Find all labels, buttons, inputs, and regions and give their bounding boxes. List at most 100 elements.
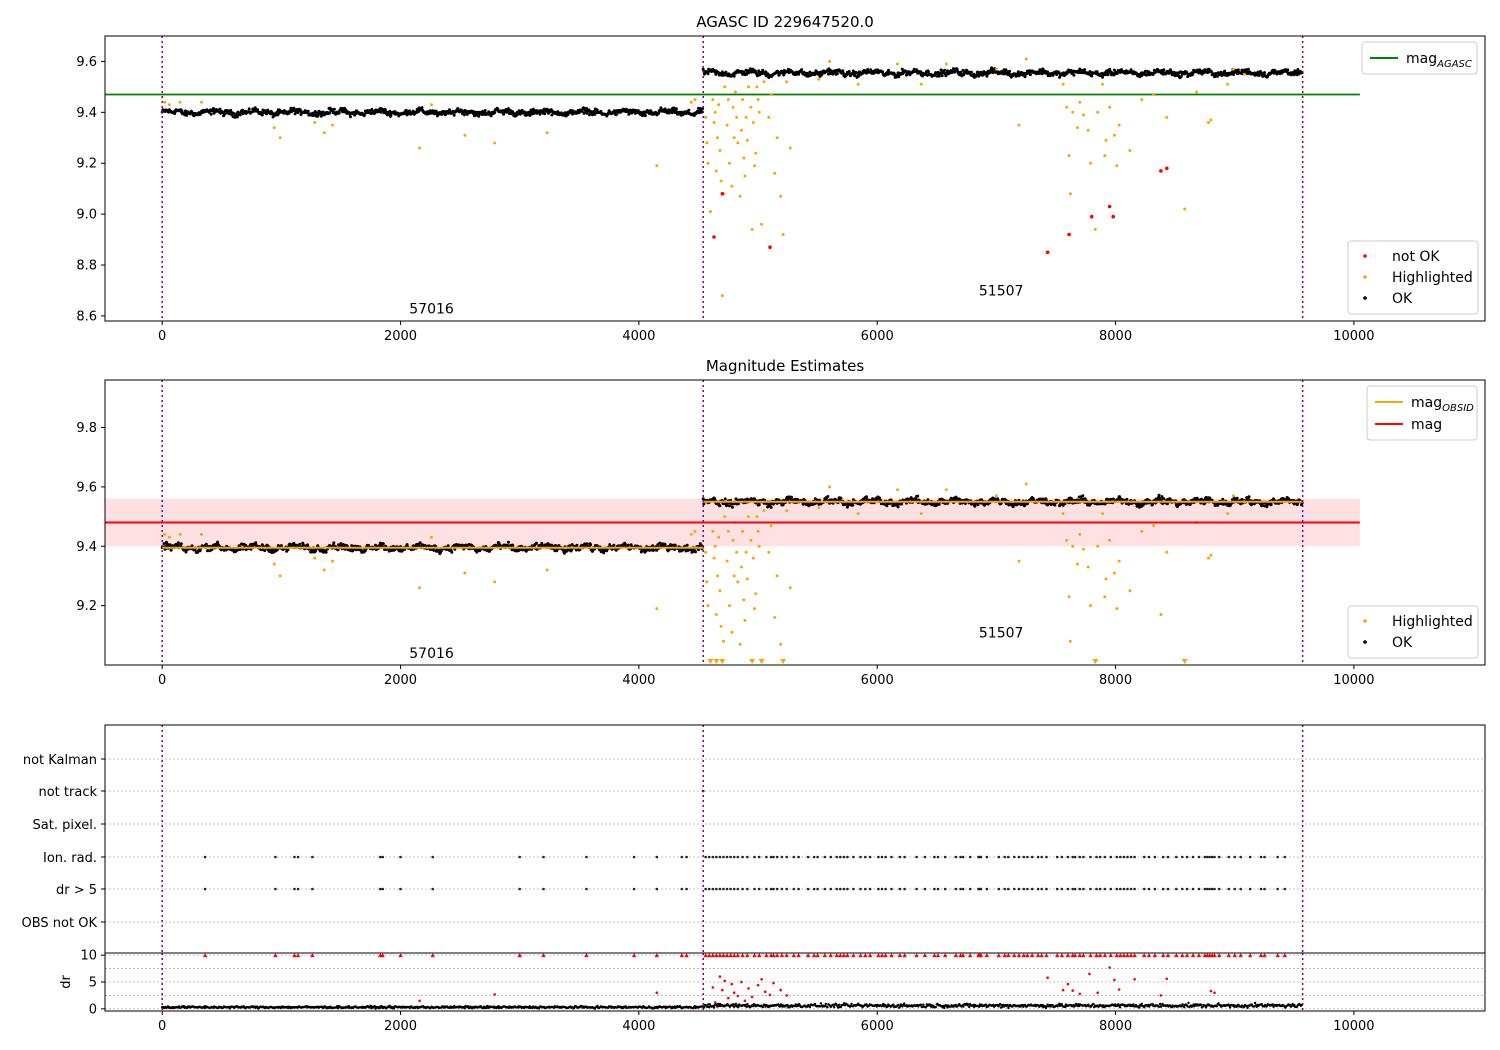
not-ok-points (712, 166, 1169, 255)
flag-point (1208, 887, 1211, 891)
ok-point (543, 112, 547, 116)
flag-point (1191, 855, 1195, 859)
ok-point (1090, 74, 1094, 78)
flag-point (203, 887, 207, 891)
highlighted-point (785, 509, 789, 513)
ok-point (919, 70, 923, 74)
highlighted-point (1183, 207, 1187, 211)
ok-point (337, 111, 341, 115)
not-ok-point (768, 245, 772, 249)
legend-label-subscript: OBSID (1442, 403, 1474, 414)
highlighted-point (856, 512, 860, 516)
flag-point (715, 855, 718, 859)
flag-point (997, 887, 1001, 891)
highlighted-point (1226, 512, 1230, 516)
highlighted-point (705, 141, 709, 145)
flag-point (816, 887, 819, 891)
ok-point (851, 503, 855, 507)
flag-point (296, 855, 300, 859)
highlighted-point (788, 146, 792, 150)
highlighted-point (775, 574, 779, 578)
highlighted-point (1078, 100, 1082, 104)
ok-point (937, 502, 941, 506)
highlighted-point (828, 59, 832, 63)
flag-point (518, 855, 521, 859)
flag-point (812, 855, 816, 859)
highlighted-point (723, 85, 727, 89)
flag-point (718, 855, 722, 859)
ok-point (1081, 494, 1085, 498)
flag-point (1017, 855, 1021, 859)
flag-point (769, 887, 773, 891)
ok-point (800, 68, 804, 72)
flag-point (1259, 887, 1263, 891)
y-tick-label: 9.0 (76, 208, 97, 223)
ok-point (1051, 73, 1055, 77)
flag-point (1203, 855, 1207, 859)
flag-point (968, 887, 972, 891)
flag-point (835, 855, 838, 859)
ok-point (723, 497, 727, 501)
highlighted-point (741, 98, 745, 102)
flag-point (1217, 855, 1221, 859)
highlighted-point (1117, 123, 1121, 127)
flag-point (785, 887, 788, 891)
highlighted-point (714, 169, 718, 173)
flag-point (1248, 887, 1252, 891)
ok-point (1210, 70, 1213, 74)
flag-point (1175, 887, 1178, 891)
flag-point (1071, 887, 1074, 891)
flag-point (829, 887, 833, 891)
highlighted-point (719, 179, 723, 183)
flag-point (1153, 887, 1157, 891)
flag-point (722, 855, 725, 859)
flag-point (936, 855, 940, 859)
ok-point (1265, 505, 1269, 509)
highlighted-point (322, 568, 326, 572)
flag-point (846, 887, 849, 891)
ok-point (869, 68, 873, 72)
ok-point (580, 109, 584, 113)
highlighted-point (1101, 512, 1104, 516)
highlighted-point (896, 62, 899, 66)
highlighted-point (713, 110, 717, 114)
axes-frame (104, 35, 1486, 322)
legend-marker-label: Highlighted (1392, 270, 1473, 286)
flag-point (1175, 855, 1178, 859)
clipped-point-marker (780, 659, 787, 664)
highlighted-point (705, 580, 709, 584)
highlighted-point (718, 149, 722, 152)
ok-point (198, 548, 202, 552)
ok-point (483, 109, 487, 112)
flag-point (1239, 855, 1242, 859)
highlighted-point (278, 574, 282, 578)
ok-point (940, 74, 944, 78)
ok-point (857, 74, 861, 78)
flag-point (655, 855, 659, 859)
flag-point (1103, 855, 1107, 859)
flag-point (933, 887, 936, 891)
highlighted-point (753, 607, 756, 611)
ok-point (694, 550, 697, 554)
ok-point (687, 108, 691, 112)
highlighted-point (1209, 553, 1213, 557)
highlighted-point (747, 85, 750, 89)
highlighted-point (739, 565, 743, 569)
ok-point (1125, 497, 1129, 501)
highlighted-point (896, 488, 899, 492)
highlighted-point (1017, 559, 1021, 563)
flag-point (1089, 855, 1092, 859)
highlighted-point (735, 115, 739, 119)
ok-point (853, 74, 857, 78)
ok-point (530, 112, 534, 116)
highlighted-point (760, 222, 764, 226)
flag-point (1233, 855, 1236, 859)
ok-point (916, 494, 920, 498)
ok-point (444, 112, 448, 116)
legend-marker-label: not OK (1392, 249, 1440, 265)
flag-point (585, 887, 588, 891)
ok-point (316, 114, 320, 118)
highlighted-point (1067, 595, 1071, 599)
flag-point (1213, 855, 1216, 859)
